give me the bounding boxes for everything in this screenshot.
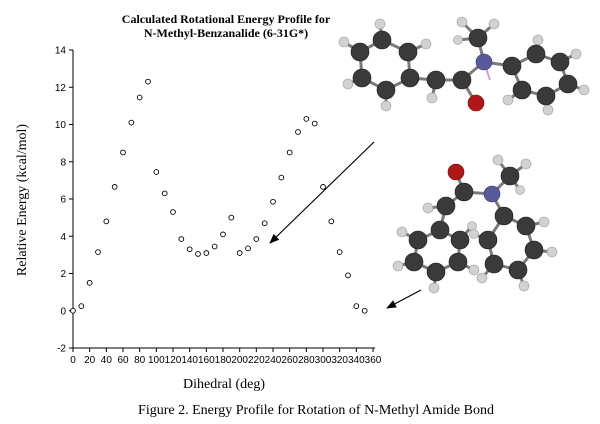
y-tick-label: 14 — [55, 46, 67, 57]
data-point — [278, 174, 285, 181]
data-point — [211, 243, 218, 250]
x-tick-label: 220 — [248, 355, 265, 366]
x-tick-label: 20 — [84, 355, 96, 366]
data-point — [203, 250, 210, 256]
data-point — [336, 249, 343, 255]
x-ticks: 0 20 40 60 80 100 120 140 160 180 200 220 240 260 280 3… — [70, 348, 382, 366]
data-point — [303, 116, 310, 122]
data-points — [70, 78, 368, 314]
data-point — [295, 129, 301, 135]
x-tick-label: 260 — [281, 355, 298, 366]
x-axis-label: Dihedral (deg) — [183, 377, 265, 392]
x-tick-label: 160 — [198, 355, 215, 366]
x-tick-label: 320 — [331, 355, 348, 366]
data-point — [220, 231, 226, 238]
x-tick-label: 100 — [148, 355, 165, 366]
y-tick-label: 10 — [55, 120, 67, 131]
data-point — [128, 119, 135, 126]
data-point — [311, 120, 318, 127]
data-point — [136, 94, 143, 101]
y-tick-label: 4 — [60, 232, 66, 243]
arrow-upper-conformer — [269, 141, 375, 244]
x-tick-label: 140 — [181, 355, 198, 366]
data-point — [145, 78, 151, 85]
y-ticks: -2 0 2 4 6 8 10 12 14 — [55, 46, 73, 355]
y-tick-label: -2 — [57, 344, 66, 355]
x-tick-label: 80 — [134, 355, 146, 366]
y-tick-label: 0 — [60, 306, 66, 317]
x-tick-label: 300 — [315, 355, 332, 366]
data-point — [320, 184, 326, 190]
y-tick-label: 8 — [60, 157, 66, 168]
data-point — [345, 272, 351, 279]
y-axis-label: Relative Energy (kcal/mol) — [15, 124, 30, 276]
data-point — [178, 236, 185, 242]
data-point — [186, 246, 193, 253]
data-point — [78, 303, 85, 309]
y-tick-label: 6 — [60, 195, 66, 206]
data-point — [111, 184, 118, 190]
x-tick-label: 240 — [265, 355, 282, 366]
x-tick-label: 360 — [365, 355, 382, 366]
data-point — [95, 249, 101, 255]
molecule-lower-conformer — [392, 154, 558, 294]
data-point — [236, 250, 243, 256]
data-point — [86, 279, 93, 286]
x-tick-label: 340 — [348, 355, 365, 366]
data-point — [170, 209, 176, 215]
data-point — [161, 190, 168, 197]
data-point — [245, 245, 251, 252]
data-point — [286, 149, 293, 156]
y-tick-label: 2 — [60, 269, 66, 280]
chart-axes — [72, 50, 375, 349]
x-tick-label: 280 — [298, 355, 315, 366]
data-point — [353, 303, 360, 309]
figure-caption: Figure 2. Energy Profile for Rotation of… — [138, 403, 494, 418]
data-point — [195, 251, 201, 257]
data-point — [261, 220, 268, 227]
x-tick-label: 60 — [117, 355, 129, 366]
chart-title-line-2: N-Methyl-Benzanalide (6-31G*) — [144, 26, 308, 40]
data-point — [120, 149, 126, 156]
x-tick-label: 120 — [165, 355, 182, 366]
x-tick-label: 200 — [231, 355, 248, 366]
data-point — [270, 198, 276, 205]
arrow-lower-conformer — [386, 289, 422, 309]
data-point — [70, 307, 76, 314]
chart-title-line-1: Calculated Rotational Energy Profile for — [122, 12, 331, 26]
data-point — [328, 218, 335, 225]
data-point — [228, 214, 235, 221]
data-point — [103, 218, 110, 225]
data-point — [361, 307, 368, 314]
x-tick-label: 180 — [215, 355, 232, 366]
x-tick-label: 0 — [70, 355, 76, 366]
data-point — [153, 169, 160, 175]
y-tick-label: 12 — [55, 83, 67, 94]
data-point — [253, 236, 260, 242]
molecule-upper-conformer — [338, 16, 590, 116]
x-tick-label: 40 — [101, 355, 113, 366]
